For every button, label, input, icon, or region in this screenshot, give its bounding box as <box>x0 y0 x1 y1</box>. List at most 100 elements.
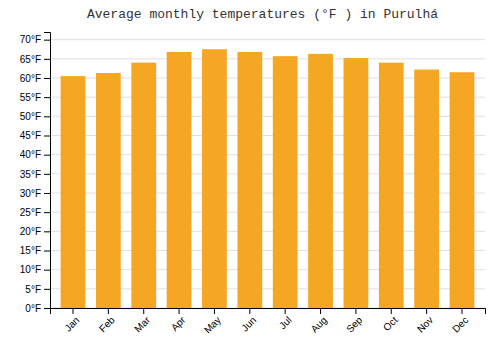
y-tick-mark <box>44 136 50 137</box>
bar <box>202 49 227 308</box>
x-tick: Apr <box>169 308 188 333</box>
x-tick-mark <box>391 308 392 314</box>
x-tick: May <box>202 308 223 336</box>
y-tick: 15°F <box>20 245 50 256</box>
x-tick-mark <box>179 308 180 314</box>
plot: 0°F 5°F 10°F 15°F 20°F 25°F 30°F 35°F 40°F 45°F 50… <box>20 33 486 336</box>
x-tick-mark <box>108 308 109 314</box>
y-tick-label: 0°F <box>25 303 41 314</box>
x-tick-mark <box>249 308 250 314</box>
chart: 0°F 5°F 10°F 15°F 20°F 25°F 30°F 35°F 40°F 45°F 50… <box>0 0 500 350</box>
y-tick-label: 40°F <box>20 149 41 160</box>
y-tick-label: 35°F <box>20 169 41 180</box>
grid-line <box>50 39 485 40</box>
y-tick: 45°F <box>20 130 50 141</box>
y-tick: 0°F <box>25 303 50 314</box>
x-tick-mark <box>426 308 427 314</box>
y-tick-mark <box>44 308 50 309</box>
bar <box>61 76 86 308</box>
x-tick-label: Jan <box>62 314 81 333</box>
y-tick-label: 25°F <box>20 207 41 218</box>
y-tick-label: 15°F <box>20 245 41 256</box>
y-tick: 5°F <box>25 284 50 295</box>
x-tick-label: Feb <box>97 314 117 334</box>
grid <box>50 40 485 308</box>
x-tick-label: Oct <box>381 314 400 333</box>
y-tick: 50°F <box>20 111 50 122</box>
y-tick: 35°F <box>20 169 50 180</box>
x-axis-line <box>51 309 486 315</box>
y-tick-label: 55°F <box>20 92 41 103</box>
y-tick: 70°F <box>20 34 50 45</box>
x-tick-mark <box>72 308 73 314</box>
y-tick: 55°F <box>20 92 50 103</box>
x-tick-mark <box>355 308 356 314</box>
y-tick: 25°F <box>20 207 50 218</box>
y-tick-mark <box>44 193 50 194</box>
x-tick: Dec <box>450 308 470 335</box>
y-tick: 20°F <box>20 226 50 237</box>
bar <box>131 63 156 308</box>
x-tick-mark <box>320 308 321 314</box>
y-tick: 40°F <box>20 149 50 160</box>
x-tick-label: Mar <box>132 314 152 334</box>
x-tick-label: Dec <box>450 314 470 334</box>
bar <box>414 70 439 308</box>
y-tick-mark <box>44 251 50 252</box>
bar <box>237 52 262 308</box>
x-tick: Aug <box>309 308 329 335</box>
x-axis: Jan Feb Mar Apr May Jun Jul Aug Sep Oct Nov Dec <box>51 308 486 336</box>
y-tick: 30°F <box>20 188 50 199</box>
y-tick-label: 50°F <box>20 111 41 122</box>
x-tick: Oct <box>381 308 400 333</box>
y-tick-mark <box>44 40 50 41</box>
y-tick-mark <box>44 174 50 175</box>
y-tick-label: 70°F <box>20 34 41 45</box>
x-tick-label: Apr <box>169 314 188 333</box>
y-tick-label: 45°F <box>20 130 41 141</box>
x-tick: Sep <box>344 308 365 335</box>
y-tick-label: 10°F <box>20 264 41 275</box>
y-tick-label: 30°F <box>20 188 41 199</box>
y-tick-mark <box>44 212 50 213</box>
y-tick-mark <box>44 155 50 156</box>
x-tick: Feb <box>97 308 117 334</box>
y-tick-mark <box>44 59 50 60</box>
x-tick-mark <box>462 308 463 314</box>
grid-line <box>50 58 485 59</box>
y-tick-mark <box>44 289 50 290</box>
x-tick-mark <box>143 308 144 314</box>
x-tick: Jun <box>239 308 258 334</box>
y-tick-mark <box>44 270 50 271</box>
y-tick-mark <box>44 78 50 79</box>
x-tick: Jan <box>62 308 81 334</box>
bar <box>96 73 121 308</box>
y-tick-label: 60°F <box>20 73 41 84</box>
x-tick-label: Sep <box>344 314 365 335</box>
x-tick-label: Nov <box>415 314 435 334</box>
bar <box>308 54 333 308</box>
y-tick: 60°F <box>20 73 50 84</box>
bar <box>450 72 475 308</box>
y-axis-line <box>44 33 51 309</box>
x-tick: Jul <box>277 308 294 331</box>
x-tick-label: May <box>202 314 223 335</box>
y-tick-label: 65°F <box>20 54 41 65</box>
bar <box>273 56 298 308</box>
y-tick: 65°F <box>20 54 50 65</box>
bars <box>61 49 475 308</box>
bar <box>379 63 404 308</box>
y-tick: 10°F <box>20 264 50 275</box>
x-tick-label: Aug <box>309 314 329 334</box>
x-tick-mark <box>285 308 286 314</box>
y-tick-label: 5°F <box>25 284 41 295</box>
x-tick: Mar <box>132 308 152 334</box>
x-tick: Nov <box>415 308 435 335</box>
x-tick-mark <box>214 308 215 314</box>
bar <box>167 52 192 308</box>
y-tick-mark <box>44 231 50 232</box>
y-tick-label: 20°F <box>20 226 41 237</box>
y-axis: 0°F 5°F 10°F 15°F 20°F 25°F 30°F 35°F 40°F 45°F 50… <box>20 33 51 314</box>
bar <box>344 58 369 308</box>
x-tick-label: Jun <box>239 314 258 333</box>
